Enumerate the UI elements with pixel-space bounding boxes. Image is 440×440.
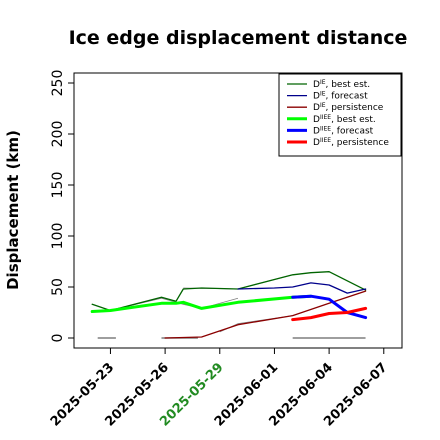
chart-title: Ice edge displacement distance xyxy=(69,27,408,49)
y-axis: 0 50 100 150 200 250 xyxy=(50,70,74,343)
series-line-6 xyxy=(291,306,368,322)
y-tick-label: 200 xyxy=(50,121,66,148)
series-line-4 xyxy=(90,294,313,313)
legend-label: DIE, persistence xyxy=(313,102,384,113)
y-tick-label: 100 xyxy=(50,223,66,250)
series-line-5 xyxy=(291,294,368,320)
legend-label: DIE, best est. xyxy=(313,79,370,90)
legend-label: DIIEE, best est. xyxy=(313,114,376,125)
y-tick-label: 0 xyxy=(50,334,66,343)
y-tick-label: 150 xyxy=(50,172,66,199)
series-line-3 xyxy=(164,290,367,339)
thin-connector-line-2 xyxy=(183,274,293,290)
legend-label: DIE, forecast xyxy=(313,91,368,102)
y-axis-label: Displacement (km) xyxy=(4,130,22,290)
plot-frame xyxy=(73,72,403,349)
legend-label: DIIEE, forecast xyxy=(313,125,374,136)
y-tick-label: 50 xyxy=(50,278,66,296)
x-axis: 2025-05-232025-05-262025-05-292025-06-01… xyxy=(48,348,391,430)
y-tick-label: 250 xyxy=(50,70,66,97)
legend-label: DIIEE, persistence xyxy=(313,137,389,148)
plot-lines xyxy=(90,271,368,339)
series-line-1 xyxy=(91,271,367,312)
series-line-2 xyxy=(237,282,367,294)
